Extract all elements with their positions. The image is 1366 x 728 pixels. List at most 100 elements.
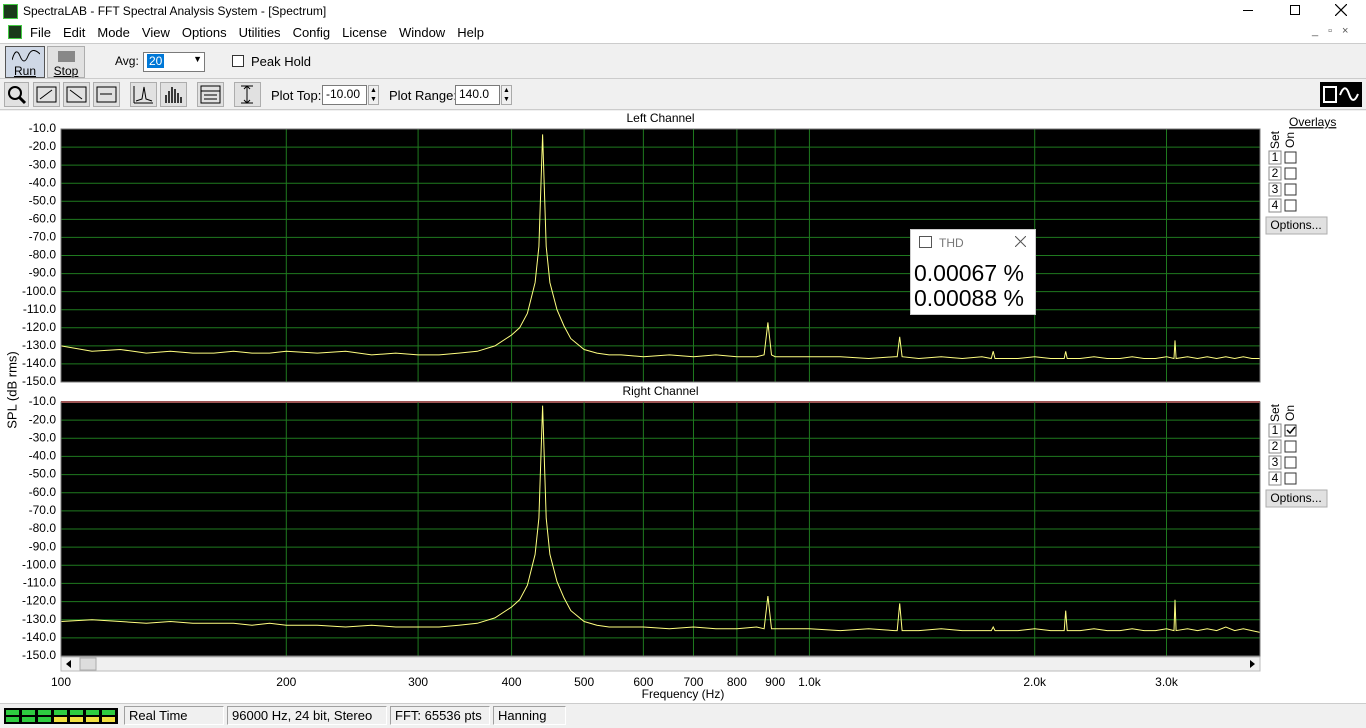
meter-cell — [54, 710, 67, 715]
x-tick-label: 300 — [408, 675, 428, 689]
avg-label: Avg: — [115, 54, 139, 68]
thd-title: THD — [939, 236, 964, 250]
zoom-full-button[interactable] — [93, 82, 120, 107]
x-tick-label: 800 — [727, 675, 747, 689]
meter-cell — [70, 710, 83, 715]
x-tick-label: 500 — [574, 675, 594, 689]
minimize-button[interactable] — [1243, 10, 1253, 11]
meter-cell — [86, 710, 99, 715]
close-button[interactable] — [1335, 4, 1347, 16]
overlay-checkbox — [1284, 183, 1297, 196]
thd-close[interactable] — [1015, 236, 1026, 247]
chart-background — [0, 111, 1366, 703]
stop-button[interactable]: Stop — [47, 46, 85, 78]
table-button[interactable] — [197, 82, 224, 107]
peak-hold-label: Peak Hold — [251, 54, 311, 69]
peak-hold-checkbox[interactable] — [232, 55, 244, 67]
status-field: 96000 Hz, 24 bit, Stereo — [227, 706, 387, 725]
overlay-number: 3 — [1272, 182, 1279, 196]
y-tick-label: -60.0 — [29, 485, 57, 499]
y-tick-label: -10.0 — [29, 394, 57, 408]
scroll-thumb — [79, 657, 97, 671]
window-title: SpectraLAB - FFT Spectral Analysis Syste… — [23, 4, 327, 18]
plot-border — [60, 401, 1261, 657]
overlay-checkbox — [1284, 472, 1297, 485]
y-tick-label: -30.0 — [29, 157, 57, 171]
menu-item[interactable]: Config — [292, 25, 331, 40]
overlay-number-box — [1268, 166, 1282, 181]
zoom-in-button[interactable] — [33, 82, 60, 107]
overlay-number-box — [1268, 198, 1282, 213]
line-mode-button[interactable] — [130, 82, 157, 107]
x-tick-label: 3.0k — [1155, 675, 1179, 689]
overlay-number: 4 — [1272, 198, 1279, 212]
menu-item[interactable]: Window — [398, 25, 446, 40]
run-label: Run — [13, 64, 36, 78]
y-tick-label: -70.0 — [29, 503, 57, 517]
plot-top-label: Plot Top: — [271, 88, 322, 103]
meter-cell — [22, 717, 35, 722]
plot-area — [61, 402, 1260, 656]
y-tick-label: -80.0 — [29, 521, 57, 535]
options-label: Options... — [1270, 491, 1321, 505]
overlay-number: 1 — [1272, 423, 1279, 437]
plot-range-label: Plot Range: — [389, 88, 457, 103]
toolbar-plot: Plot Top: -10.00 ▲ ▼ Plot Range: 140.0 ▲ ▼ — [0, 80, 1366, 110]
plot-top-spinner[interactable]: ▲ ▼ — [368, 85, 379, 105]
plot-top-input[interactable]: -10.00 — [322, 85, 367, 105]
y-tick-label: -120.0 — [22, 320, 56, 334]
y-tick-label: -140.0 — [22, 356, 56, 370]
overlay-on-header: On — [1283, 405, 1297, 421]
zoom-button[interactable] — [4, 82, 29, 107]
y-tick-label: -150.0 — [22, 648, 56, 662]
y-tick-label: -20.0 — [29, 139, 57, 153]
overlay-checkbox — [1284, 456, 1297, 469]
avg-combo[interactable]: 20 ▼ — [143, 52, 205, 72]
y-axis-label: SPL (dB rms) — [4, 351, 19, 429]
thd-left: 0.00067 % — [914, 260, 1024, 286]
restore-button[interactable] — [1290, 5, 1300, 15]
menu-item[interactable]: Mode — [97, 25, 130, 40]
y-tick-label: -100.0 — [22, 284, 56, 298]
scroll-left — [66, 660, 71, 668]
x-tick-label: 400 — [502, 675, 522, 689]
overlay-checkbox — [1284, 199, 1297, 212]
menu-item[interactable]: Options — [181, 25, 227, 40]
menu-item[interactable]: View — [141, 25, 170, 40]
meter-cell — [54, 717, 67, 722]
menu-item[interactable]: Help — [457, 25, 484, 40]
y-tick-label: -110.0 — [23, 576, 56, 590]
y-tick-label: -70.0 — [29, 230, 57, 244]
plot-range-input[interactable]: 140.0 — [455, 85, 500, 105]
overlay-number-box — [1268, 182, 1282, 197]
spectrum-line — [61, 405, 1260, 633]
menu-item[interactable]: Utilities — [238, 25, 281, 40]
meter-cell — [102, 717, 115, 722]
zoom-out-button[interactable] — [63, 82, 90, 107]
status-field: FFT: 65536 pts — [390, 706, 490, 725]
doc-icon — [8, 25, 22, 39]
overlay-number: 2 — [1272, 166, 1279, 180]
y-tick-label: -130.0 — [22, 338, 56, 352]
menu-item[interactable]: License — [342, 25, 387, 40]
overlay-number-box — [1268, 150, 1282, 165]
spectrum-line — [61, 134, 1260, 360]
x-tick-label: 1.0k — [798, 675, 822, 689]
menu-bar: File Edit Mode View Options Utilities Config Li… — [0, 23, 1366, 43]
y-tick-label: -20.0 — [29, 412, 57, 426]
y-tick-label: -100.0 — [22, 557, 56, 571]
overlay-number-box — [1268, 423, 1282, 438]
y-tick-label: -140.0 — [22, 630, 56, 644]
plot-range-spinner[interactable]: ▲ ▼ — [501, 85, 512, 105]
bar-mode-button[interactable] — [160, 82, 187, 107]
overlay-set-header: Set — [1268, 403, 1282, 422]
scale-button[interactable] — [234, 82, 261, 107]
menu-item[interactable]: File — [30, 25, 51, 40]
overlay-number: 3 — [1272, 455, 1279, 469]
options-button — [1265, 489, 1328, 508]
y-tick-label: -90.0 — [29, 266, 57, 280]
menu-list: File Edit Mode View Options Utilities Config Li… — [24, 23, 490, 42]
mdi-controls[interactable]: _▫× — [1312, 25, 1359, 37]
run-button[interactable]: Run — [5, 46, 45, 78]
menu-item[interactable]: Edit — [62, 25, 86, 40]
